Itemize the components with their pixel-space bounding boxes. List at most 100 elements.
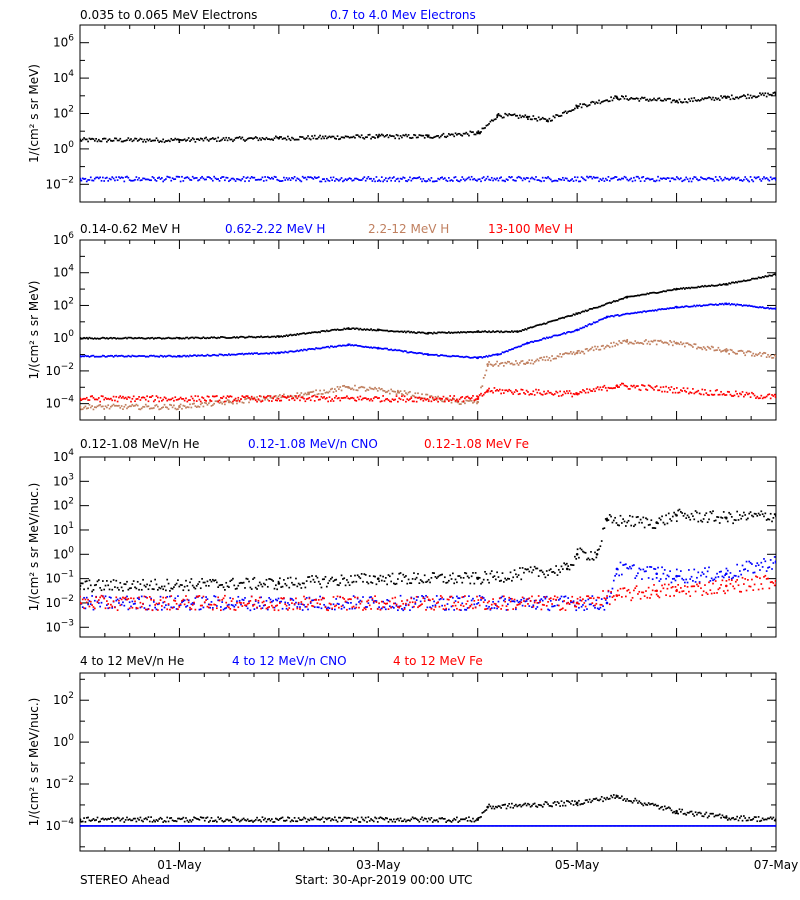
data-point <box>543 596 545 598</box>
data-point <box>406 582 409 585</box>
data-point <box>371 180 374 182</box>
data-point <box>486 355 489 358</box>
data-point <box>583 352 586 355</box>
data-point <box>269 351 272 354</box>
data-point <box>684 345 686 348</box>
data-point <box>763 176 765 178</box>
data-point <box>80 354 82 358</box>
data-point <box>729 513 732 516</box>
data-point <box>221 583 224 586</box>
data-point <box>336 345 339 347</box>
data-point <box>279 602 281 604</box>
data-point <box>191 602 194 604</box>
data-point <box>130 405 132 408</box>
data-point <box>484 127 486 129</box>
data-point <box>161 355 163 357</box>
data-point <box>559 353 561 355</box>
data-point <box>595 306 598 309</box>
data-point <box>292 608 295 611</box>
data-point <box>563 179 566 181</box>
data-point <box>590 323 592 326</box>
data-point <box>295 179 297 182</box>
data-point <box>397 134 399 137</box>
data-point <box>332 328 335 331</box>
data-point <box>480 356 482 358</box>
data-point <box>211 404 214 406</box>
data-point <box>603 304 606 306</box>
data-point <box>661 290 663 293</box>
data-point <box>457 400 460 403</box>
data-point <box>535 607 537 610</box>
data-point <box>461 400 464 403</box>
data-point <box>333 608 336 611</box>
data-point <box>557 317 560 320</box>
data-point <box>592 388 595 390</box>
data-point <box>462 178 465 181</box>
data-point <box>464 132 466 135</box>
data-point <box>525 598 528 601</box>
data-point <box>539 599 541 602</box>
data-point <box>512 363 515 366</box>
data-point <box>489 390 492 393</box>
data-point <box>250 588 253 590</box>
data-point <box>338 584 340 587</box>
data-point <box>774 177 776 181</box>
data-point <box>217 586 220 588</box>
data-point <box>150 407 152 410</box>
data-point <box>501 116 504 119</box>
data-point <box>663 308 666 310</box>
data-point <box>445 608 448 611</box>
data-point <box>112 139 115 142</box>
data-point <box>532 326 535 328</box>
data-point <box>202 405 205 408</box>
data-point <box>360 345 363 348</box>
data-point <box>249 353 252 355</box>
data-point <box>528 359 531 361</box>
data-point <box>755 565 757 567</box>
data-point <box>191 175 194 178</box>
data-point <box>461 134 464 137</box>
data-point <box>580 599 583 602</box>
data-point <box>525 389 528 392</box>
data-point <box>118 337 120 340</box>
data-point <box>95 138 97 140</box>
data-point <box>159 408 162 410</box>
data-point <box>91 337 93 340</box>
data-point <box>712 579 714 582</box>
data-point <box>371 347 374 349</box>
data-point <box>376 180 379 182</box>
data-point <box>324 330 327 333</box>
data-point <box>502 351 505 354</box>
data-point <box>619 587 622 590</box>
data-point <box>338 329 340 331</box>
data-point <box>592 101 595 104</box>
data-point <box>722 283 725 285</box>
data-point <box>388 400 391 403</box>
data-point <box>496 330 498 333</box>
data-point <box>480 386 482 389</box>
data-point <box>674 579 677 582</box>
data-point <box>639 568 642 571</box>
data-point <box>376 135 380 138</box>
data-point <box>511 597 513 600</box>
data-point <box>759 306 761 308</box>
data-point <box>161 585 163 588</box>
data-point <box>580 106 583 109</box>
data-point <box>414 601 417 604</box>
data-point <box>470 599 473 602</box>
data-point <box>95 583 97 586</box>
data-point <box>370 137 372 140</box>
data-point <box>509 597 512 600</box>
data-point <box>595 387 598 390</box>
data-point <box>108 398 111 401</box>
data-point <box>178 604 181 607</box>
data-point <box>418 176 421 178</box>
data-point <box>561 316 564 319</box>
data-point <box>602 344 604 347</box>
data-point <box>309 176 312 179</box>
data-point <box>737 350 740 353</box>
data-point <box>201 604 203 607</box>
data-point <box>266 608 269 611</box>
data-point <box>709 580 712 582</box>
data-point <box>465 331 468 334</box>
